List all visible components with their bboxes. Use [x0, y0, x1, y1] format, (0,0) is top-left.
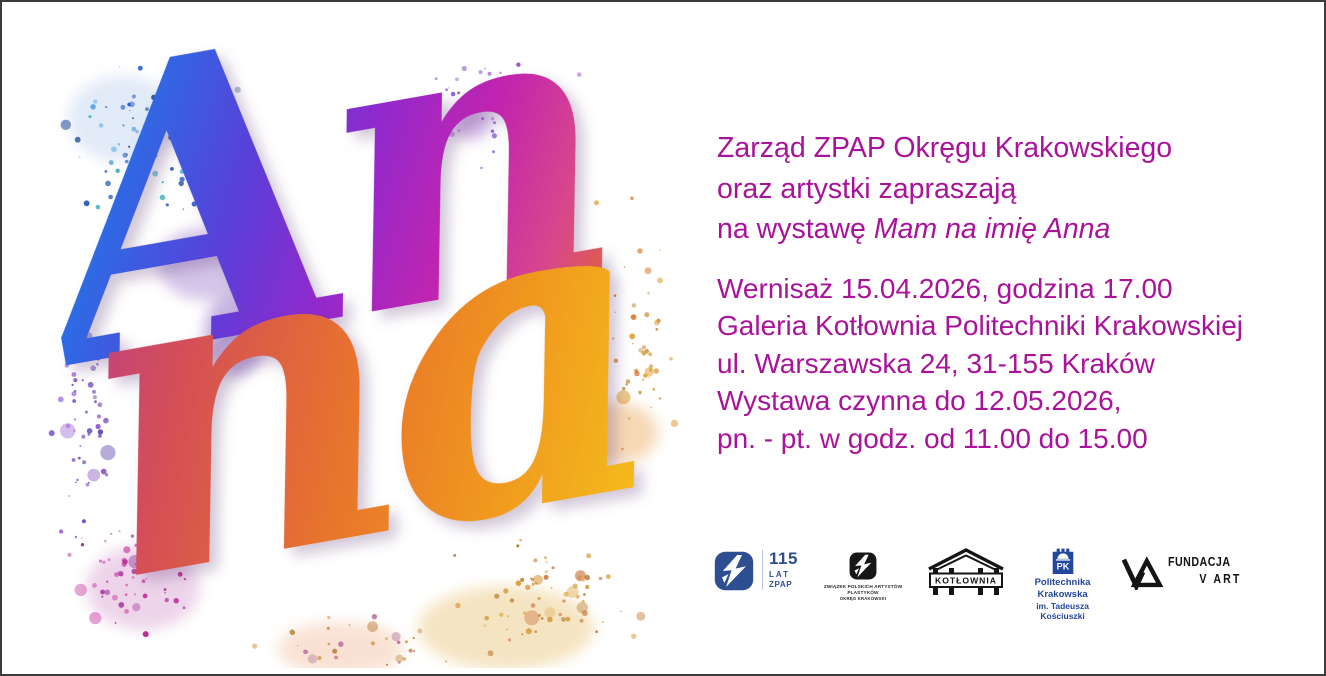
watercolor-blob-violet	[450, 104, 492, 140]
anna-artwork: An na	[30, 10, 680, 668]
watercolor-blob-orange	[574, 402, 658, 464]
partner-logos-row: 115 LAT ZPAP ZWIĄZEK POLSKICH ARTYSTÓW P…	[714, 545, 1242, 621]
logo-fundacja-v-art: FUNDACJA V ART	[1121, 556, 1242, 590]
zpap-115-number: 115	[769, 549, 798, 568]
zpap-divider	[762, 550, 763, 590]
details-gallery: Galeria Kotłownia Politechniki Krakowski…	[717, 310, 1244, 341]
pk-caption-line1: Politechnika Krakowska	[1034, 577, 1091, 600]
pk-crest-icon: PK	[1052, 548, 1073, 574]
zpap-krakow-caption-line1: ZWIĄZEK POLSKICH ARTYSTÓW PLASTYKÓW	[823, 584, 902, 596]
invitation-line-3: na wystawę Mam na imię Anna	[717, 209, 1257, 250]
watercolor-blob-blue	[68, 76, 178, 162]
logo-politechnika-krakowska: PK Politechnika Krakowska im. Tadeusza K…	[1015, 547, 1111, 622]
invitation-block: Zarząd ZPAP Okręgu Krakowskiego oraz art…	[717, 128, 1257, 250]
logo-zpap-115: 115 LAT ZPAP	[714, 550, 798, 592]
invitation-text-column: Zarząd ZPAP Okręgu Krakowskiego oraz art…	[717, 2, 1257, 457]
pk-monogram: PK	[1056, 562, 1069, 572]
details-address: ul. Warszawska 24, 31-155 Kraków	[717, 347, 1155, 379]
details-hours: pn. - pt. w godz. od 11.00 do 15.00	[717, 422, 1148, 454]
logo-kotlownia: KOTŁOWNIA	[927, 548, 1004, 598]
zpap-black-mark-icon	[849, 552, 877, 580]
zpap-115-zpap: ZPAP	[769, 580, 793, 589]
paint-splatter	[48, 54, 679, 666]
zpap-115-lat: LAT	[769, 570, 790, 579]
details-block: Wernisaż 15.04.2026, godzina 17.00 Galer…	[717, 270, 1257, 458]
zpap-krakow-caption-line2: OKRĘG KRAKOWSKI	[839, 595, 887, 601]
zpap-mark-icon	[714, 551, 754, 591]
invitation-line-3-prefix: na wystawę	[717, 213, 874, 245]
v-art-caption-line2: V ART	[1199, 571, 1242, 586]
watercolor-blob-lavender	[158, 228, 250, 300]
pk-caption-line2: im. Tadeusza Kościuszki	[1036, 600, 1089, 622]
kotlownia-building-icon: KOTŁOWNIA	[927, 548, 1004, 595]
details-duration: Wystawa czynna do 12.05.2026,	[717, 385, 1122, 416]
exhibition-title: Mam na imię Anna	[873, 213, 1111, 245]
invitation-line-1: Zarząd ZPAP Okręgu Krakowskiego	[717, 132, 1173, 164]
logo-zpap-krakow: ZWIĄZEK POLSKICH ARTYSTÓW PLASTYKÓW OKRĘ…	[809, 552, 917, 618]
v-art-monogram-icon	[1122, 556, 1164, 590]
invitation-line-2: oraz artystki zapraszają	[717, 172, 1017, 205]
v-art-caption-line1: FUNDACJA	[1168, 555, 1231, 569]
kotlownia-label: KOTŁOWNIA	[935, 576, 997, 586]
watercolor-blob-purple	[204, 292, 266, 376]
artwork-word-na: na	[42, 85, 679, 668]
details-vernissage: Wernisaż 15.04.2026, godzina 17.00	[717, 272, 1173, 304]
